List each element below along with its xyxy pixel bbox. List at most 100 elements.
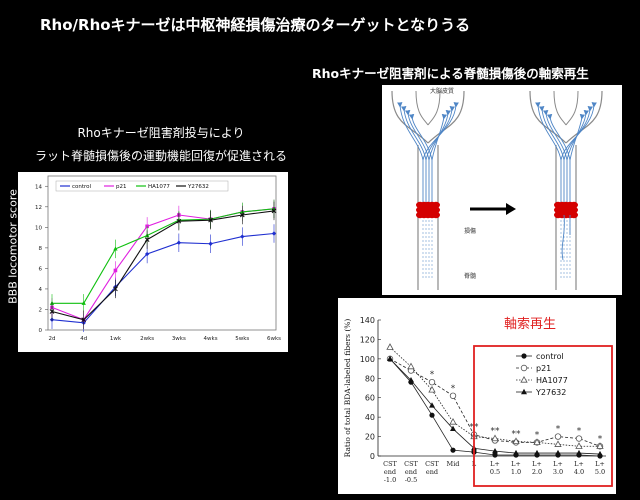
bbb-x-tick-label: 5wks [235,336,249,342]
lesion-cell [432,211,440,219]
bbb-plot-area [47,175,277,331]
bda-x-tick-label: L+ [574,460,584,468]
bda-x-tick-label: 1.0 [511,468,521,476]
bbb-point [208,217,213,223]
bda-point [597,450,603,457]
treatment-arrowhead [506,203,516,215]
bda-point [492,447,498,454]
bda-y-tick-label: 140 [360,316,375,325]
bda-y-tick-label: 120 [360,335,375,344]
bbb-x-tick-label: 2wks [140,336,154,342]
bda-significance-mark: * [556,425,561,435]
bda-y-tick-label: 80 [365,374,375,383]
bbb-series-line-Y27632 [51,210,275,321]
bda-point [429,402,435,408]
bda-significance-mark: * [430,370,435,380]
bbb-x-tick-label: 4wks [204,336,218,342]
axon-line [397,102,424,203]
bda-point [408,377,414,383]
bda-point [513,449,519,456]
bbb-point [208,241,213,246]
bda-point [534,449,540,456]
brain-inner-outline [553,90,579,126]
cord-before-treatment [391,90,465,290]
bda-y-tick-label: 40 [365,413,375,422]
bda-x-tick-label: CST [404,460,418,468]
bda-significance-mark: * [535,430,540,440]
caption-line-2: ラット脊髄損傷後の運動機能回復が促進される [34,149,287,163]
bda-x-tick-label: L+ [490,460,500,468]
lesion-cell [570,206,578,214]
bbb-y-tick-label: 10 [35,225,42,231]
bda-x-tick-label: 5.0 [595,468,605,476]
bbb-locomotor-chart: 0 2 4 6 8 10 12 14 2d 4d 1wk 2wks 3wks 4wks 5wks 6wks co… [35,175,281,342]
bbb-series-line-control [51,232,275,324]
bbb-y-tick-label: 8 [39,246,43,252]
bda-point [387,355,393,362]
bda-x-tick-label: end [426,468,438,476]
bbb-point [113,246,118,251]
bda-x-tick-label: end [384,468,396,476]
bda-x-tick-label: -0.5 [405,476,418,484]
bbb-point [49,309,55,314]
bbb-point [144,237,150,243]
bbb-legend-label: HA1077 [148,184,170,190]
bbb-y-tick-label: 2 [39,307,43,313]
bda-x-tick-label: CST [383,460,397,468]
bda-point [407,362,415,370]
bda-point [575,442,583,449]
bda-point [554,440,562,447]
spinal-cord-diagram: 大脳皮質 損傷 脊髄 [382,85,622,295]
bda-legend-label: p21 [536,364,551,373]
bbb-point [113,286,118,292]
bbb-x-tick-label: 6wks [267,336,281,342]
bda-point [533,438,541,445]
axon-regeneration-annotation: 軸索再生 [504,317,556,332]
bda-fiber-chart: Ratio of total BDA-labeled fibers (%) 0 20… [343,316,613,487]
bda-legend-marker [521,388,527,395]
axon-line [569,113,586,161]
bbb-point [81,300,86,305]
bda-point [555,449,561,456]
bbb-point [176,218,182,224]
bbb-legend-label: Y27632 [187,184,209,190]
bbb-series-line-HA1077 [52,208,275,304]
bda-legend-marker [521,353,527,359]
bbb-legend-label: p21 [116,184,127,190]
bda-x-tick-label: 3.0 [553,468,563,476]
bbb-y-tick-label: 0 [39,328,43,334]
axon-regeneration-title: Rhoキナーゼ阻害剤による脊髄損傷後の軸索再生 [312,66,589,81]
bda-point [596,442,604,449]
bbb-x-tick-label: 2d [49,336,56,342]
bbb-point [81,317,87,323]
injury-label: 損傷 [464,227,476,235]
brain-inner-outline [415,90,441,126]
lesion-cell [570,201,578,209]
spinal-cord-label: 脊髄 [464,272,476,280]
bda-significance-mark: ** [512,429,522,439]
lesion-cell [570,211,578,219]
bda-x-tick-label: L+ [532,460,542,468]
bda-point [429,412,435,418]
bbb-point [144,251,150,257]
bda-y-axis-label: Ratio of total BDA-labeled fibers (%) [343,319,352,458]
bbb-chart-panel: 0 2 4 6 8 10 12 14 2d 4d 1wk 2wks 3wks 4wks 5wks 6wks co… [18,172,288,352]
bda-point [554,433,562,440]
bda-point [449,392,457,399]
bda-x-tick-label: 4.0 [574,468,584,476]
bda-fiber-chart-panel: Ratio of total BDA-labeled fibers (%) 0 20… [338,298,616,494]
bbb-y-tick-label: 12 [35,205,42,211]
bbb-legend-label: control [72,184,92,190]
bbb-x-tick-label: 3wks [172,336,186,342]
bda-significance-mark: ** [491,427,501,437]
bda-x-tick-label: L+ [553,460,563,468]
bda-point [450,425,456,431]
bda-point [450,447,456,453]
bbb-point [113,268,118,273]
bda-significance-mark: * [598,434,603,444]
bda-y-tick-label: 100 [360,355,375,364]
bda-x-tick-label: end [405,468,417,476]
cortex-label: 大脳皮質 [430,87,454,95]
bda-point [491,434,499,442]
bda-x-tick-label: 2.0 [532,468,542,476]
